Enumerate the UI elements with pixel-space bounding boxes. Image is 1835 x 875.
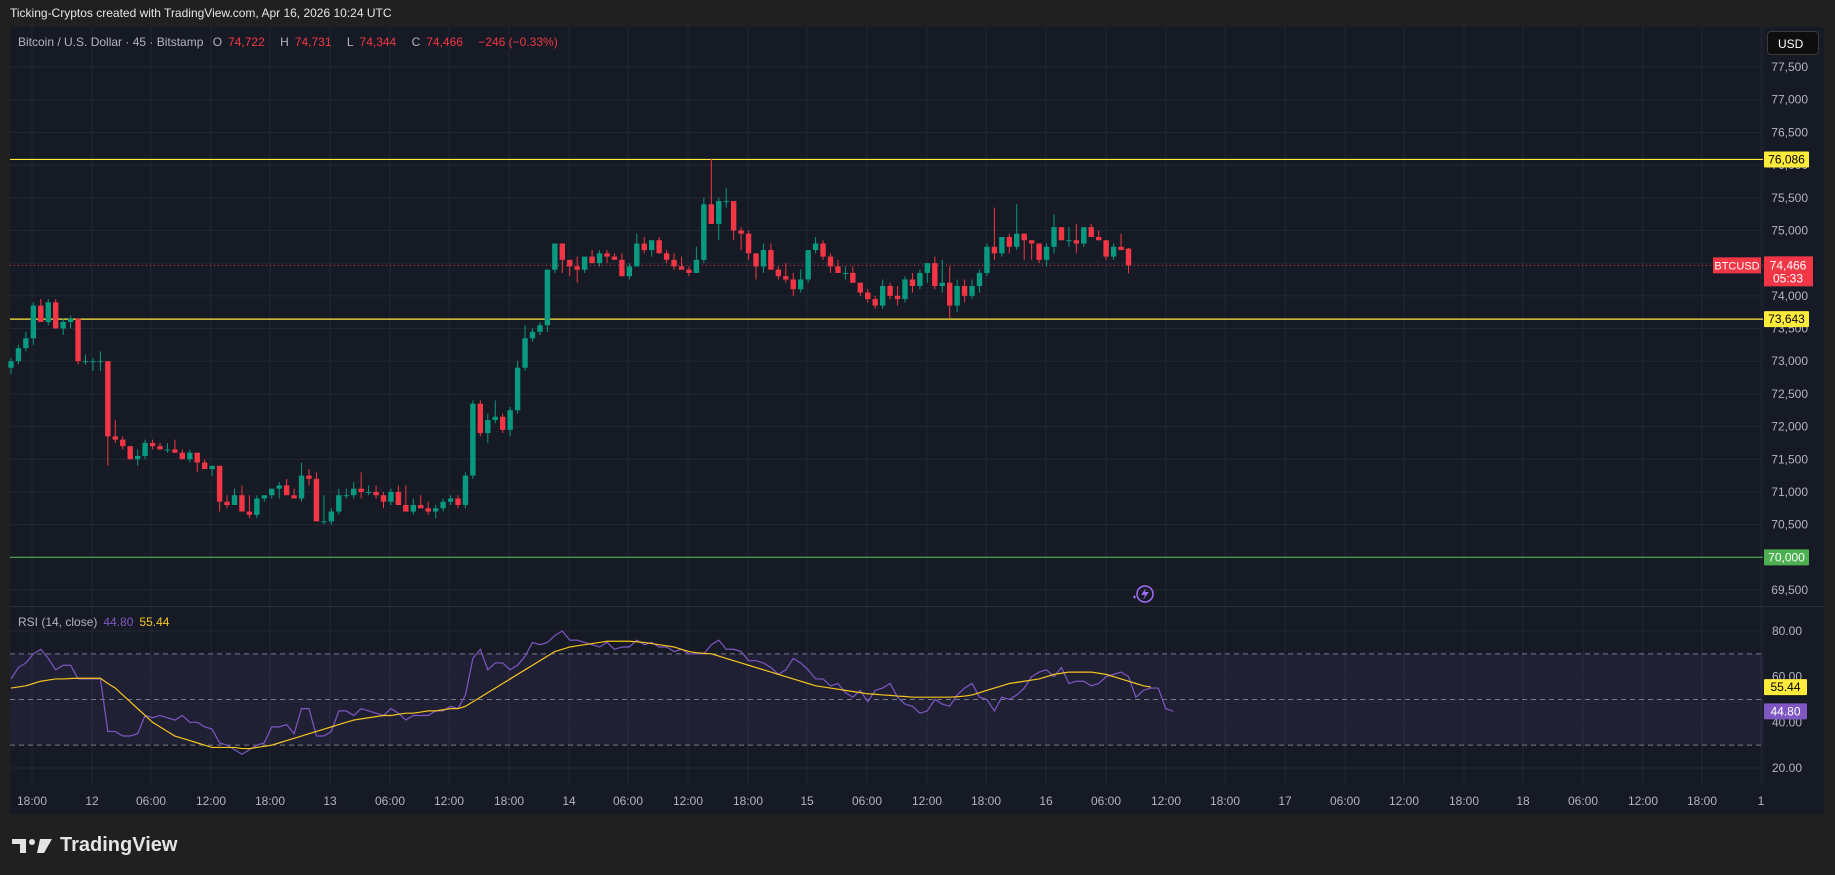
price-tick: 73,000 [1771,354,1808,368]
logo-text: TradingView [60,834,178,856]
time-tick: 18 [1516,794,1530,808]
svg-text:55.44: 55.44 [1770,680,1800,694]
svg-text:73,643: 73,643 [1768,312,1805,326]
time-tick: 18:00 [1449,794,1479,808]
price-tick: 77,000 [1771,93,1808,107]
chart-panel[interactable] [10,27,1824,814]
rsi-tick: 20.00 [1772,761,1802,775]
ohlc-open: O 74,722 [212,35,265,49]
time-tick: 06:00 [1568,794,1598,808]
rsi-ma-line [10,640,1151,750]
price-tick: 75,000 [1771,223,1808,237]
price-tick: 70,500 [1771,518,1808,532]
price-tick: 74,000 [1771,289,1808,303]
ohlc-high: H 74,731 [280,35,332,49]
time-tick: 17 [1278,794,1292,808]
svg-text:BTCUSD: BTCUSD [1714,260,1759,272]
time-tick: 12:00 [1628,794,1658,808]
chart-credit: Ticking-Cryptos created with TradingView… [10,6,392,20]
symbol-name[interactable]: Bitcoin / U.S. Dollar · 45 · Bitstamp [18,35,204,49]
grid [10,27,1763,785]
rsi-tick: 80.00 [1772,624,1802,638]
time-tick: 12:00 [1389,794,1419,808]
rsi-title: RSI (14, close) [18,615,98,629]
time-tick: 12:00 [912,794,942,808]
time-tick: 06:00 [613,794,643,808]
currency-button[interactable]: USD [1767,31,1819,55]
rsi-value: 44.80 [103,615,134,629]
tradingview-logo-icon [12,838,52,853]
time-tick: 06:00 [852,794,882,808]
rsi-pane [10,630,1763,769]
svg-text:76,086: 76,086 [1768,152,1805,166]
time-tick: 13 [323,794,337,808]
ohlc-low: L 74,344 [346,35,397,49]
time-tick: 18:00 [733,794,763,808]
time-tick: 12:00 [1151,794,1181,808]
price-tick: 71,500 [1771,452,1808,466]
time-tick: 12 [85,794,99,808]
time-tick: 06:00 [1091,794,1121,808]
price-tick: 72,000 [1771,420,1808,434]
price-change: −246 (−0.33%) [478,35,558,49]
time-tick: 18:00 [17,794,47,808]
bar-countdown: 05:33 [1773,271,1803,285]
rsi-ma-value: 55.44 [139,615,170,629]
rsi-legend[interactable]: RSI (14, close) 44.80 55.44 [18,615,169,629]
ohlc-close: C 74,466 [411,35,463,49]
time-tick: 12:00 [673,794,703,808]
lightning-alert-icon[interactable] [1133,585,1154,603]
price-tick: 75,500 [1771,191,1808,205]
time-tick: 06:00 [1330,794,1360,808]
rsi-value-badge[interactable]: 44.80 [1764,703,1807,720]
time-tick: 06:00 [136,794,166,808]
time-tick: 16 [1039,794,1053,808]
svg-text:70,000: 70,000 [1768,550,1805,564]
level-price-badge[interactable]: 76,086 [1764,151,1809,168]
rsi-ma-badge[interactable]: 55.44 [1764,679,1807,696]
time-tick: 18:00 [971,794,1001,808]
level-price-badge[interactable]: 73,643 [1764,311,1809,328]
level-price-badge[interactable]: 70,000 [1764,549,1809,566]
svg-text:44.80: 44.80 [1770,704,1800,718]
price-tick: 72,500 [1771,387,1808,401]
time-tick: 14 [562,794,576,808]
time-tick: 12:00 [196,794,226,808]
time-tick: 15 [800,794,814,808]
symbol-price-badge: BTCUSD [1713,257,1761,274]
time-tick: 18:00 [1210,794,1240,808]
time-tick: 06:00 [375,794,405,808]
rsi-line [10,630,1174,755]
candles [8,158,1132,525]
tradingview-logo[interactable]: TradingView [12,834,177,857]
time-tick: 18:00 [494,794,524,808]
time-tick: 12:00 [434,794,464,808]
svg-text:74,466: 74,466 [1770,258,1807,272]
price-tick: 71,000 [1771,485,1808,499]
price-tick: 69,500 [1771,583,1808,597]
time-tick: 18:00 [1687,794,1717,808]
price-tick: 77,500 [1771,60,1808,74]
time-tick: 1 [1758,794,1765,808]
time-tick: 18:00 [255,794,285,808]
price-tick: 76,500 [1771,125,1808,139]
